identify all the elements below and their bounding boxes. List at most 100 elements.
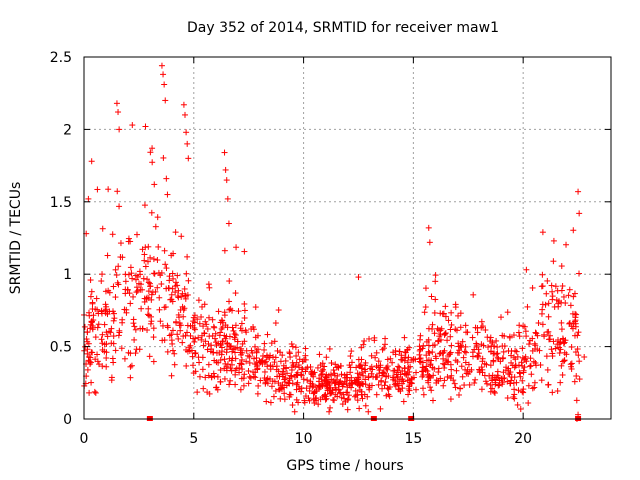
data-point [145, 305, 152, 312]
data-point [158, 280, 165, 287]
data-point [315, 401, 322, 408]
data-point [113, 100, 120, 107]
data-point [331, 380, 338, 387]
data-point [85, 353, 92, 360]
data-point [548, 282, 555, 289]
data-point [447, 333, 454, 340]
data-point [417, 346, 424, 353]
data-point [228, 367, 235, 374]
data-point [148, 296, 155, 303]
data-point [335, 386, 342, 393]
data-point [457, 343, 464, 350]
data-point [91, 388, 98, 395]
data-point [114, 188, 121, 195]
data-point [560, 336, 567, 343]
data-point [170, 250, 177, 257]
data-point [138, 305, 145, 312]
data-point [365, 408, 372, 415]
data-point [491, 389, 498, 396]
data-point [148, 209, 155, 216]
data-point [103, 329, 110, 336]
data-point [355, 274, 362, 281]
data-point [169, 270, 176, 277]
data-point [501, 374, 508, 381]
data-point [346, 377, 353, 384]
data-point [161, 81, 168, 88]
data-point [243, 347, 250, 354]
data-point [139, 325, 146, 332]
data-point [252, 304, 259, 311]
data-point [146, 280, 153, 287]
data-point [341, 395, 348, 402]
data-point [321, 392, 328, 399]
data-point [81, 323, 88, 330]
data-point [196, 320, 203, 327]
data-point [238, 320, 245, 327]
data-point [440, 382, 447, 389]
data-point [324, 384, 331, 391]
data-point [514, 401, 521, 408]
x-tick-label-0: 0 [80, 431, 89, 447]
data-point [251, 355, 258, 362]
data-point [112, 294, 119, 301]
data-point [187, 342, 194, 349]
data-point [226, 278, 233, 285]
data-point [199, 303, 206, 310]
data-point [232, 367, 239, 374]
data-point [175, 311, 182, 318]
data-point [331, 370, 338, 377]
data-point [432, 353, 439, 360]
data-point [293, 396, 300, 403]
data-point [568, 344, 575, 351]
data-point [190, 370, 197, 377]
data-point [274, 347, 281, 354]
data-point [545, 381, 552, 388]
data-point [194, 389, 201, 396]
data-point [492, 381, 499, 388]
data-point [162, 97, 169, 104]
data-point [145, 258, 152, 265]
data-point [252, 334, 259, 341]
data-point [227, 377, 234, 384]
data-point [568, 363, 575, 370]
data-point [241, 300, 248, 307]
data-point [378, 378, 385, 385]
data-point [459, 373, 466, 380]
data-point [431, 330, 438, 337]
data-point [396, 364, 403, 371]
data-point [181, 285, 188, 292]
data-point [148, 313, 155, 320]
y-tick-labels: 0 0.5 1 1.5 2 2.5 [50, 50, 72, 428]
data-point [191, 319, 198, 326]
data-point [382, 335, 389, 342]
data-point [403, 371, 410, 378]
data-point [573, 311, 580, 318]
data-point [354, 370, 361, 377]
data-point [353, 364, 360, 371]
data-point [202, 338, 209, 345]
data-point [163, 265, 170, 272]
data-point [348, 384, 355, 391]
data-point [384, 356, 391, 363]
data-point [361, 366, 368, 373]
data-point [277, 385, 284, 392]
data-point [205, 340, 212, 347]
data-point [306, 387, 313, 394]
data-point [148, 291, 155, 298]
data-point [437, 350, 444, 357]
data-point [406, 368, 413, 375]
data-point [109, 355, 116, 362]
data-point [481, 372, 488, 379]
data-point [563, 241, 570, 248]
data-point [366, 386, 373, 393]
data-point [279, 352, 286, 359]
data-point [471, 379, 478, 386]
data-point [385, 386, 392, 393]
data-point [286, 375, 293, 382]
data-point [352, 387, 359, 394]
data-point [558, 319, 565, 326]
data-point [122, 278, 129, 285]
data-point [108, 374, 115, 381]
data-point [364, 393, 371, 400]
data-point [232, 355, 239, 362]
